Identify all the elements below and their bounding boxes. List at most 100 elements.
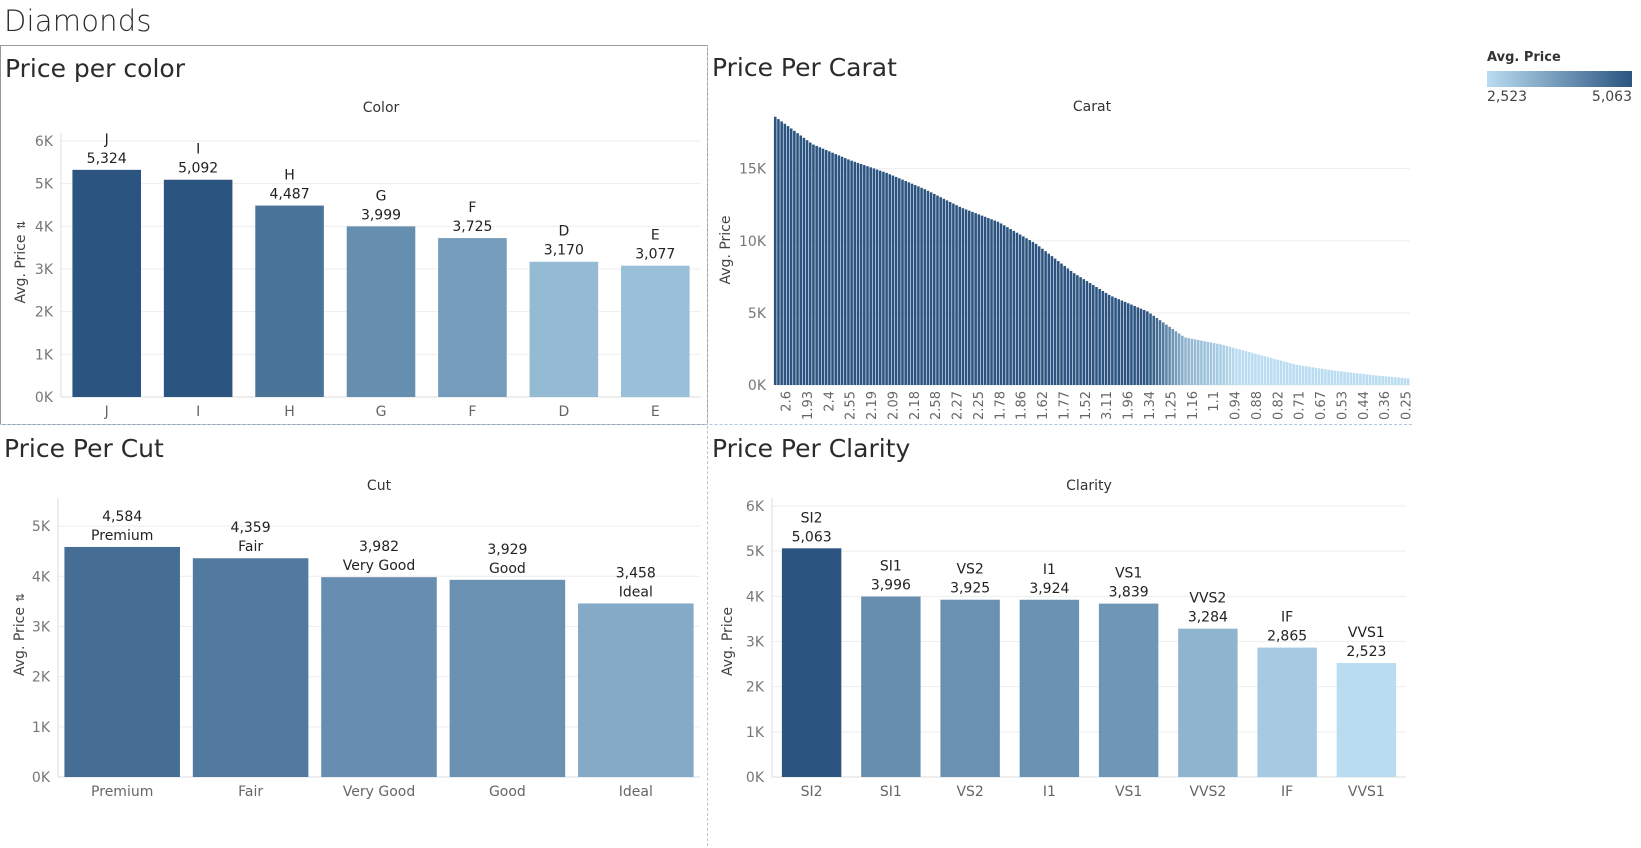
carat-bar [854, 162, 857, 385]
cut-bar [321, 577, 437, 777]
carat-bar [978, 214, 981, 385]
carat-bar [1397, 378, 1400, 385]
clarity-bar [1337, 663, 1396, 777]
carat-bar [888, 174, 891, 385]
color-x-tick-label: E [651, 404, 660, 420]
carat-bar [831, 153, 834, 385]
carat-bar [885, 173, 888, 385]
carat-bar [904, 181, 907, 385]
color-bar [72, 170, 141, 397]
carat-bar [793, 131, 796, 385]
carat-bar [949, 202, 952, 385]
carat-bar [984, 217, 987, 385]
clarity-bar-label-top: VS1 [1115, 566, 1142, 582]
color-x-tick-label: D [558, 404, 569, 420]
color-column-header: Color [363, 100, 400, 116]
carat-x-tick-label: 1.52 [1079, 391, 1094, 420]
carat-bar [806, 140, 809, 385]
carat-bar [787, 126, 790, 385]
clarity-bar-label-top: IF [1281, 610, 1293, 626]
carat-bar [1165, 325, 1168, 385]
carat-bar [895, 177, 898, 385]
carat-bar [1286, 362, 1289, 385]
carat-bar [825, 150, 828, 385]
carat-bar [879, 171, 882, 385]
color-bar-label-top: G [376, 188, 387, 204]
color-bar-chart[interactable]: Color 0K 1K 2K 3K 4K 5K 6K Avg. Price ⇅ J 5,324 J I 5,… [1, 46, 707, 424]
panel-price-per-color[interactable]: Price per color Color 0K 1K 2K 3K 4K 5K 6K Avg. … [0, 45, 708, 425]
clarity-bar-chart[interactable]: Clarity 0K 1K 2K 3K 4K 5K 6K Avg. Price SI2 5,063 S… [708, 426, 1418, 848]
carat-x-tick-label: 2.09 [886, 391, 901, 420]
carat-y-tick-label: 5K [748, 306, 767, 322]
carat-bar [901, 180, 904, 385]
carat-bar [917, 186, 920, 385]
clarity-bar-label-bottom: 2,523 [1346, 644, 1386, 660]
carat-bar [812, 145, 815, 385]
carat-bar [1206, 342, 1209, 385]
color-bar-label-top: I [196, 142, 200, 158]
cut-y-axis-title: Avg. Price [12, 607, 28, 676]
carat-bar [1203, 341, 1206, 385]
carat-bar [869, 167, 872, 385]
cut-y-tick-label: 5K [32, 519, 51, 535]
carat-bar [1283, 361, 1286, 385]
carat-bar [1302, 366, 1305, 385]
color-y-axis-title: Avg. Price [13, 235, 29, 304]
clarity-bar-label-bottom: 3,284 [1188, 610, 1228, 626]
panel-price-per-cut[interactable]: Price Per Cut Cut 0K 1K 2K 3K 4K 5K Avg. Price ⇅… [0, 426, 708, 848]
carat-bar [1197, 340, 1200, 385]
color-bar-label-bottom: 3,170 [544, 243, 584, 259]
cut-bar-label-top: 4,584 [102, 509, 142, 525]
carat-bar [1251, 353, 1254, 385]
color-bar-label-bottom: 5,092 [178, 161, 218, 177]
carat-bar [1222, 345, 1225, 385]
carat-x-tick-label: 2.6 [780, 391, 795, 412]
clarity-y-tick-label: 5K [746, 544, 765, 560]
clarity-bar-label-top: VVS1 [1348, 625, 1385, 641]
cut-bar-chart[interactable]: Cut 0K 1K 2K 3K 4K 5K Avg. Price ⇅ 4,584 Premium Pr… [0, 426, 708, 848]
carat-bar [1375, 375, 1378, 385]
carat-bar [1404, 378, 1407, 385]
carat-x-tick-label: 1.77 [1057, 391, 1072, 420]
carat-bar [1276, 360, 1279, 385]
carat-bar [939, 197, 942, 385]
carat-bar [1082, 279, 1085, 385]
carat-bar [1346, 372, 1349, 385]
panel-price-per-clarity[interactable]: Price Per Clarity Clarity 0K 1K 2K 3K 4K 5K 6K A… [708, 426, 1418, 848]
carat-bar [958, 207, 961, 385]
carat-bar [1359, 374, 1362, 385]
carat-bar [1149, 314, 1152, 385]
carat-bar [1261, 355, 1264, 385]
legend-title: Avg. Price [1487, 50, 1637, 65]
carat-bar-chart[interactable]: Carat 0K 5K 10K 15K Avg. Price 2.6 1.93 2.4 2.55 2… [708, 45, 1418, 425]
carat-bar [1063, 266, 1066, 385]
carat-bar [1152, 316, 1155, 385]
carat-bar [790, 128, 793, 385]
carat-bar [860, 164, 863, 385]
cut-bar-label-top: 3,458 [616, 565, 656, 581]
carat-bar [1331, 370, 1334, 385]
clarity-bar [940, 600, 999, 777]
carat-bar [777, 119, 780, 385]
carat-bar [943, 199, 946, 385]
carat-bar [908, 182, 911, 385]
carat-bar [1385, 376, 1388, 385]
color-x-tick-label: H [284, 404, 295, 420]
carat-bar [1400, 378, 1403, 385]
color-bar-label-bottom: 3,725 [452, 219, 492, 235]
cut-bar [193, 558, 309, 777]
carat-bar [815, 146, 818, 385]
clarity-x-tick-label: I1 [1043, 784, 1056, 800]
separator-vertical-top [707, 45, 708, 425]
cut-y-tick-label: 0K [32, 770, 51, 786]
carat-bar [796, 133, 799, 385]
carat-x-tick-label: 2.25 [972, 391, 987, 420]
color-legend[interactable]: Avg. Price 2,523 5,063 [1487, 50, 1637, 107]
carat-bar [933, 194, 936, 385]
clarity-column-header: Clarity [1066, 478, 1112, 494]
color-bar [255, 206, 324, 397]
carat-bar [1318, 368, 1321, 385]
clarity-bar-label-bottom: 5,063 [792, 529, 832, 545]
panel-price-per-carat[interactable]: Price Per Carat Carat 0K 5K 10K 15K Avg. Pric… [708, 45, 1418, 425]
clarity-x-tick-label: SI2 [801, 784, 823, 800]
